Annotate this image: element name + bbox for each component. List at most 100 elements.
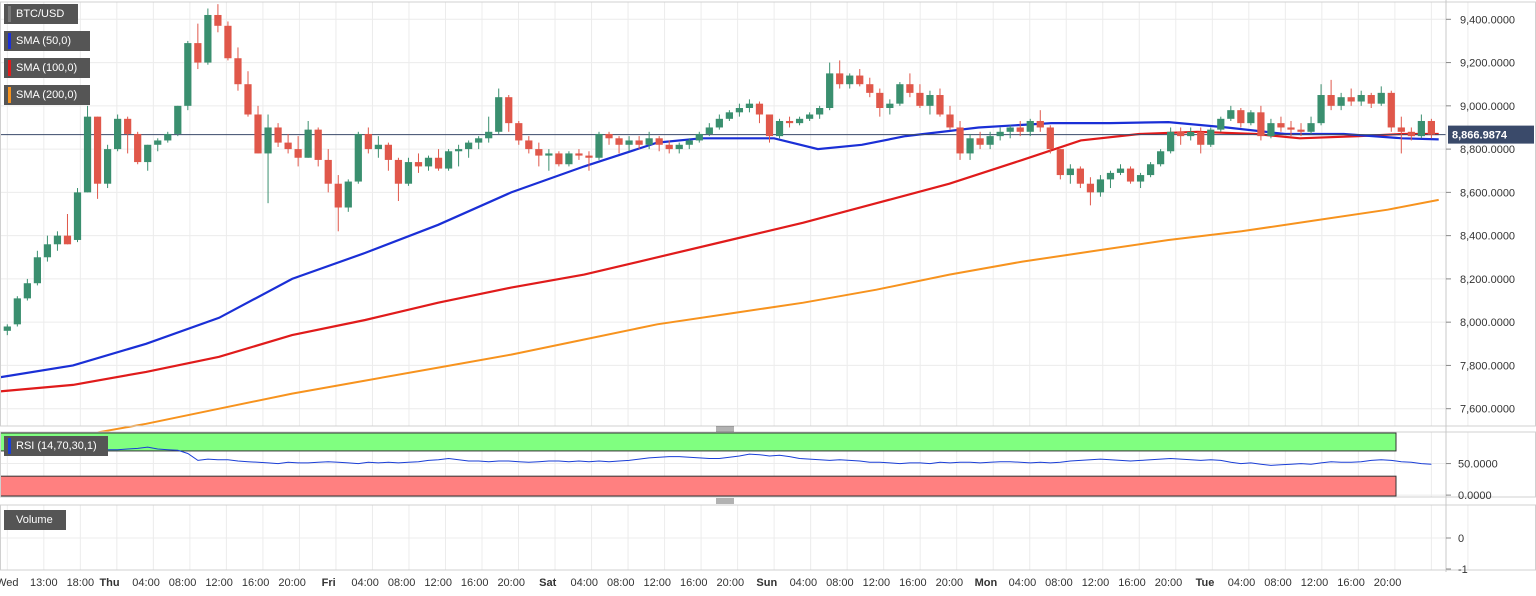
candle-body xyxy=(53,235,62,245)
candle xyxy=(184,40,192,111)
candle xyxy=(695,131,703,143)
candle-body xyxy=(655,138,663,145)
time-tick-label: 04:00 xyxy=(351,577,379,589)
candle xyxy=(1307,116,1315,134)
time-tick-label: 13:00 xyxy=(30,577,58,589)
candle xyxy=(775,118,784,139)
candle xyxy=(124,116,132,154)
candle xyxy=(515,120,523,145)
candle xyxy=(434,149,443,171)
candle-body xyxy=(836,73,844,85)
candle xyxy=(916,84,924,108)
candle-body xyxy=(404,162,413,184)
candle xyxy=(1387,90,1395,132)
price-tick-label: 8,000.0000 xyxy=(1460,317,1515,329)
legend-item[interactable]: BTC/USD xyxy=(4,4,78,24)
candle xyxy=(1136,172,1145,189)
time-tick-label: 08:00 xyxy=(388,577,416,589)
candle xyxy=(645,131,653,150)
volume-tick-label: 0 xyxy=(1458,533,1464,545)
candle-body xyxy=(1407,131,1415,137)
candle-body xyxy=(805,114,814,119)
candle-body xyxy=(344,181,352,208)
time-tick-label: 16:00 xyxy=(1118,577,1146,589)
candle-body xyxy=(1187,131,1195,137)
price-axis: 9,400.0000 9,200.0000 9,000.0000 8,800.0000… xyxy=(1446,14,1534,576)
time-tick-label: Fri xyxy=(322,577,336,589)
candle-body xyxy=(916,92,924,106)
price-tick-label: 8,800.0000 xyxy=(1460,144,1515,156)
candle xyxy=(1217,116,1225,132)
candle xyxy=(615,136,623,154)
legend-label: SMA (50,0) xyxy=(16,35,72,47)
candle-body xyxy=(254,114,262,154)
time-tick-label: 12:00 xyxy=(644,577,672,589)
time-tick-label: 08:00 xyxy=(1264,577,1292,589)
candle xyxy=(1066,164,1074,184)
candle-body xyxy=(856,75,864,85)
panel-splitter-handle[interactable] xyxy=(716,426,734,432)
legend-item[interactable]: SMA (100,0) xyxy=(4,58,90,78)
rsi-label: RSI (14,70,30,1) xyxy=(16,440,97,452)
candle xyxy=(785,116,794,128)
candle-body xyxy=(715,118,723,128)
candle-body xyxy=(605,133,613,139)
candle-body xyxy=(876,92,884,108)
candle-body xyxy=(725,112,733,119)
candle-body xyxy=(1136,175,1145,182)
candle-body xyxy=(454,149,463,152)
legend-swatch xyxy=(8,87,11,103)
candle xyxy=(505,95,513,132)
candle xyxy=(154,138,162,152)
candle xyxy=(424,155,433,171)
candle xyxy=(444,149,453,171)
candle-body xyxy=(846,75,854,85)
candle xyxy=(1096,175,1105,197)
candle xyxy=(374,136,382,158)
candle xyxy=(896,82,904,106)
time-tick-label: 12:00 xyxy=(424,577,452,589)
candle xyxy=(1257,105,1265,141)
candle xyxy=(525,136,533,154)
candle-body xyxy=(485,131,493,139)
candle-body xyxy=(976,138,984,145)
candle xyxy=(1327,79,1335,111)
candle xyxy=(1237,108,1245,128)
candle-body xyxy=(705,127,713,134)
candle xyxy=(324,149,332,193)
candle-body xyxy=(1197,131,1205,145)
price-tick-label: 9,400.0000 xyxy=(1460,14,1515,26)
candle-body xyxy=(1247,112,1255,124)
time-tick-label: 12:00 xyxy=(1082,577,1110,589)
candle xyxy=(364,127,372,154)
candle xyxy=(755,101,764,124)
candle xyxy=(1086,177,1095,206)
candle-body xyxy=(795,118,804,124)
time-tick-label: Sun xyxy=(756,577,777,589)
price-tick-label: 7,600.0000 xyxy=(1460,404,1515,416)
candle-body xyxy=(1337,97,1345,106)
candle-body xyxy=(936,95,944,115)
panel-splitters[interactable] xyxy=(716,426,734,504)
time-tick-label: 20:00 xyxy=(278,577,306,589)
candle xyxy=(264,114,272,204)
candle-body xyxy=(625,140,633,145)
candle xyxy=(1427,118,1436,139)
legend-item[interactable]: SMA (200,0) xyxy=(4,85,90,105)
candle-body xyxy=(906,84,914,93)
candle xyxy=(1227,105,1235,121)
candle-body xyxy=(1217,118,1225,130)
candle xyxy=(745,99,754,113)
candle-body xyxy=(735,108,744,113)
candle xyxy=(1157,149,1165,167)
time-tick-label: 04:00 xyxy=(790,577,818,589)
candle-body xyxy=(1016,127,1024,132)
candle xyxy=(1407,127,1415,141)
candle xyxy=(856,69,864,87)
panel-splitter-handle[interactable] xyxy=(716,498,734,504)
legend-item[interactable]: SMA (50,0) xyxy=(4,31,90,51)
candle xyxy=(1116,164,1125,176)
candle xyxy=(13,296,21,327)
candle-body xyxy=(324,159,332,184)
